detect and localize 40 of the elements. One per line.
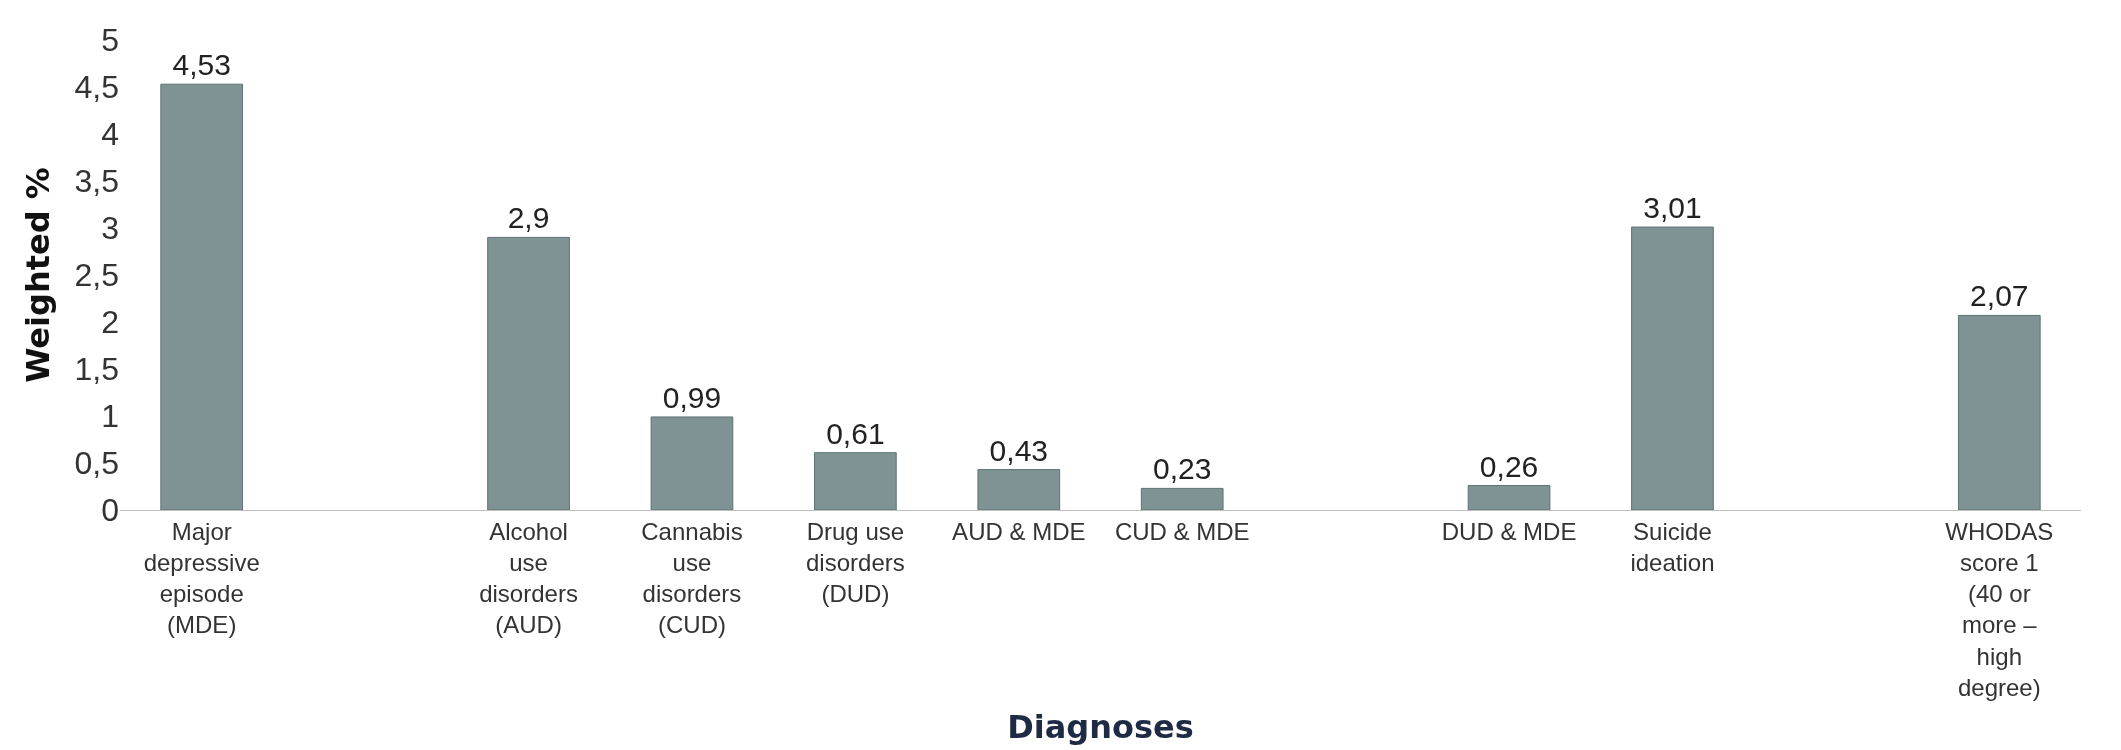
- bar: [977, 469, 1061, 510]
- data-label: 0,43: [989, 433, 1048, 467]
- bar: [1957, 314, 2041, 510]
- y-tick-label: 1,5: [74, 351, 119, 388]
- data-label: 0,23: [1153, 452, 1212, 486]
- x-tick-label: Drug use disorders (DUD): [806, 517, 905, 608]
- x-tick-label: AUD & MDE: [952, 517, 1086, 545]
- bar: [1140, 487, 1224, 510]
- y-tick-label: 0: [101, 492, 119, 529]
- y-tick-label: 4,5: [74, 69, 119, 106]
- bar: [814, 452, 897, 510]
- x-tick-label: CUD & MDE: [1114, 517, 1250, 545]
- bar: [650, 416, 734, 510]
- bar: [1631, 226, 1714, 510]
- data-label: 0,61: [826, 416, 885, 450]
- x-tick-label: Cannabis use disorders (CUD): [641, 517, 743, 639]
- x-tick-label: DUD & MDE: [1441, 517, 1577, 545]
- data-label: 0,99: [662, 380, 722, 414]
- y-tick-label: 0,5: [74, 445, 119, 482]
- y-tick-label: 5: [101, 22, 119, 59]
- y-tick-label: 3,5: [74, 163, 119, 200]
- x-tick-label: Alcohol use disorders (AUD): [479, 517, 578, 639]
- y-tick-label: 2,5: [74, 257, 119, 294]
- bar: [1467, 485, 1551, 510]
- x-tick-label: WHODAS score 1 (40 or more – high degree): [1945, 517, 2054, 701]
- data-label: 2,07: [1970, 279, 2029, 313]
- y-tick-label: 3: [101, 210, 119, 247]
- x-tick-label: Suicide ideation: [1630, 517, 1715, 576]
- data-label: 4,53: [172, 48, 231, 82]
- y-tick-label: 2: [101, 304, 119, 341]
- x-tick-label: Major depressive episode (MDE): [143, 517, 260, 639]
- bar: [487, 236, 570, 510]
- y-tick-label: 1: [101, 398, 119, 435]
- y-axis-title: Weighted %: [18, 167, 57, 383]
- y-tick-label: 4: [101, 116, 119, 153]
- data-label: 3,01: [1643, 191, 1702, 225]
- bar: [160, 83, 244, 510]
- data-label: 0,26: [1479, 449, 1539, 483]
- x-axis-title: Diagnoses: [1007, 707, 1194, 746]
- data-label: 2,9: [507, 201, 550, 235]
